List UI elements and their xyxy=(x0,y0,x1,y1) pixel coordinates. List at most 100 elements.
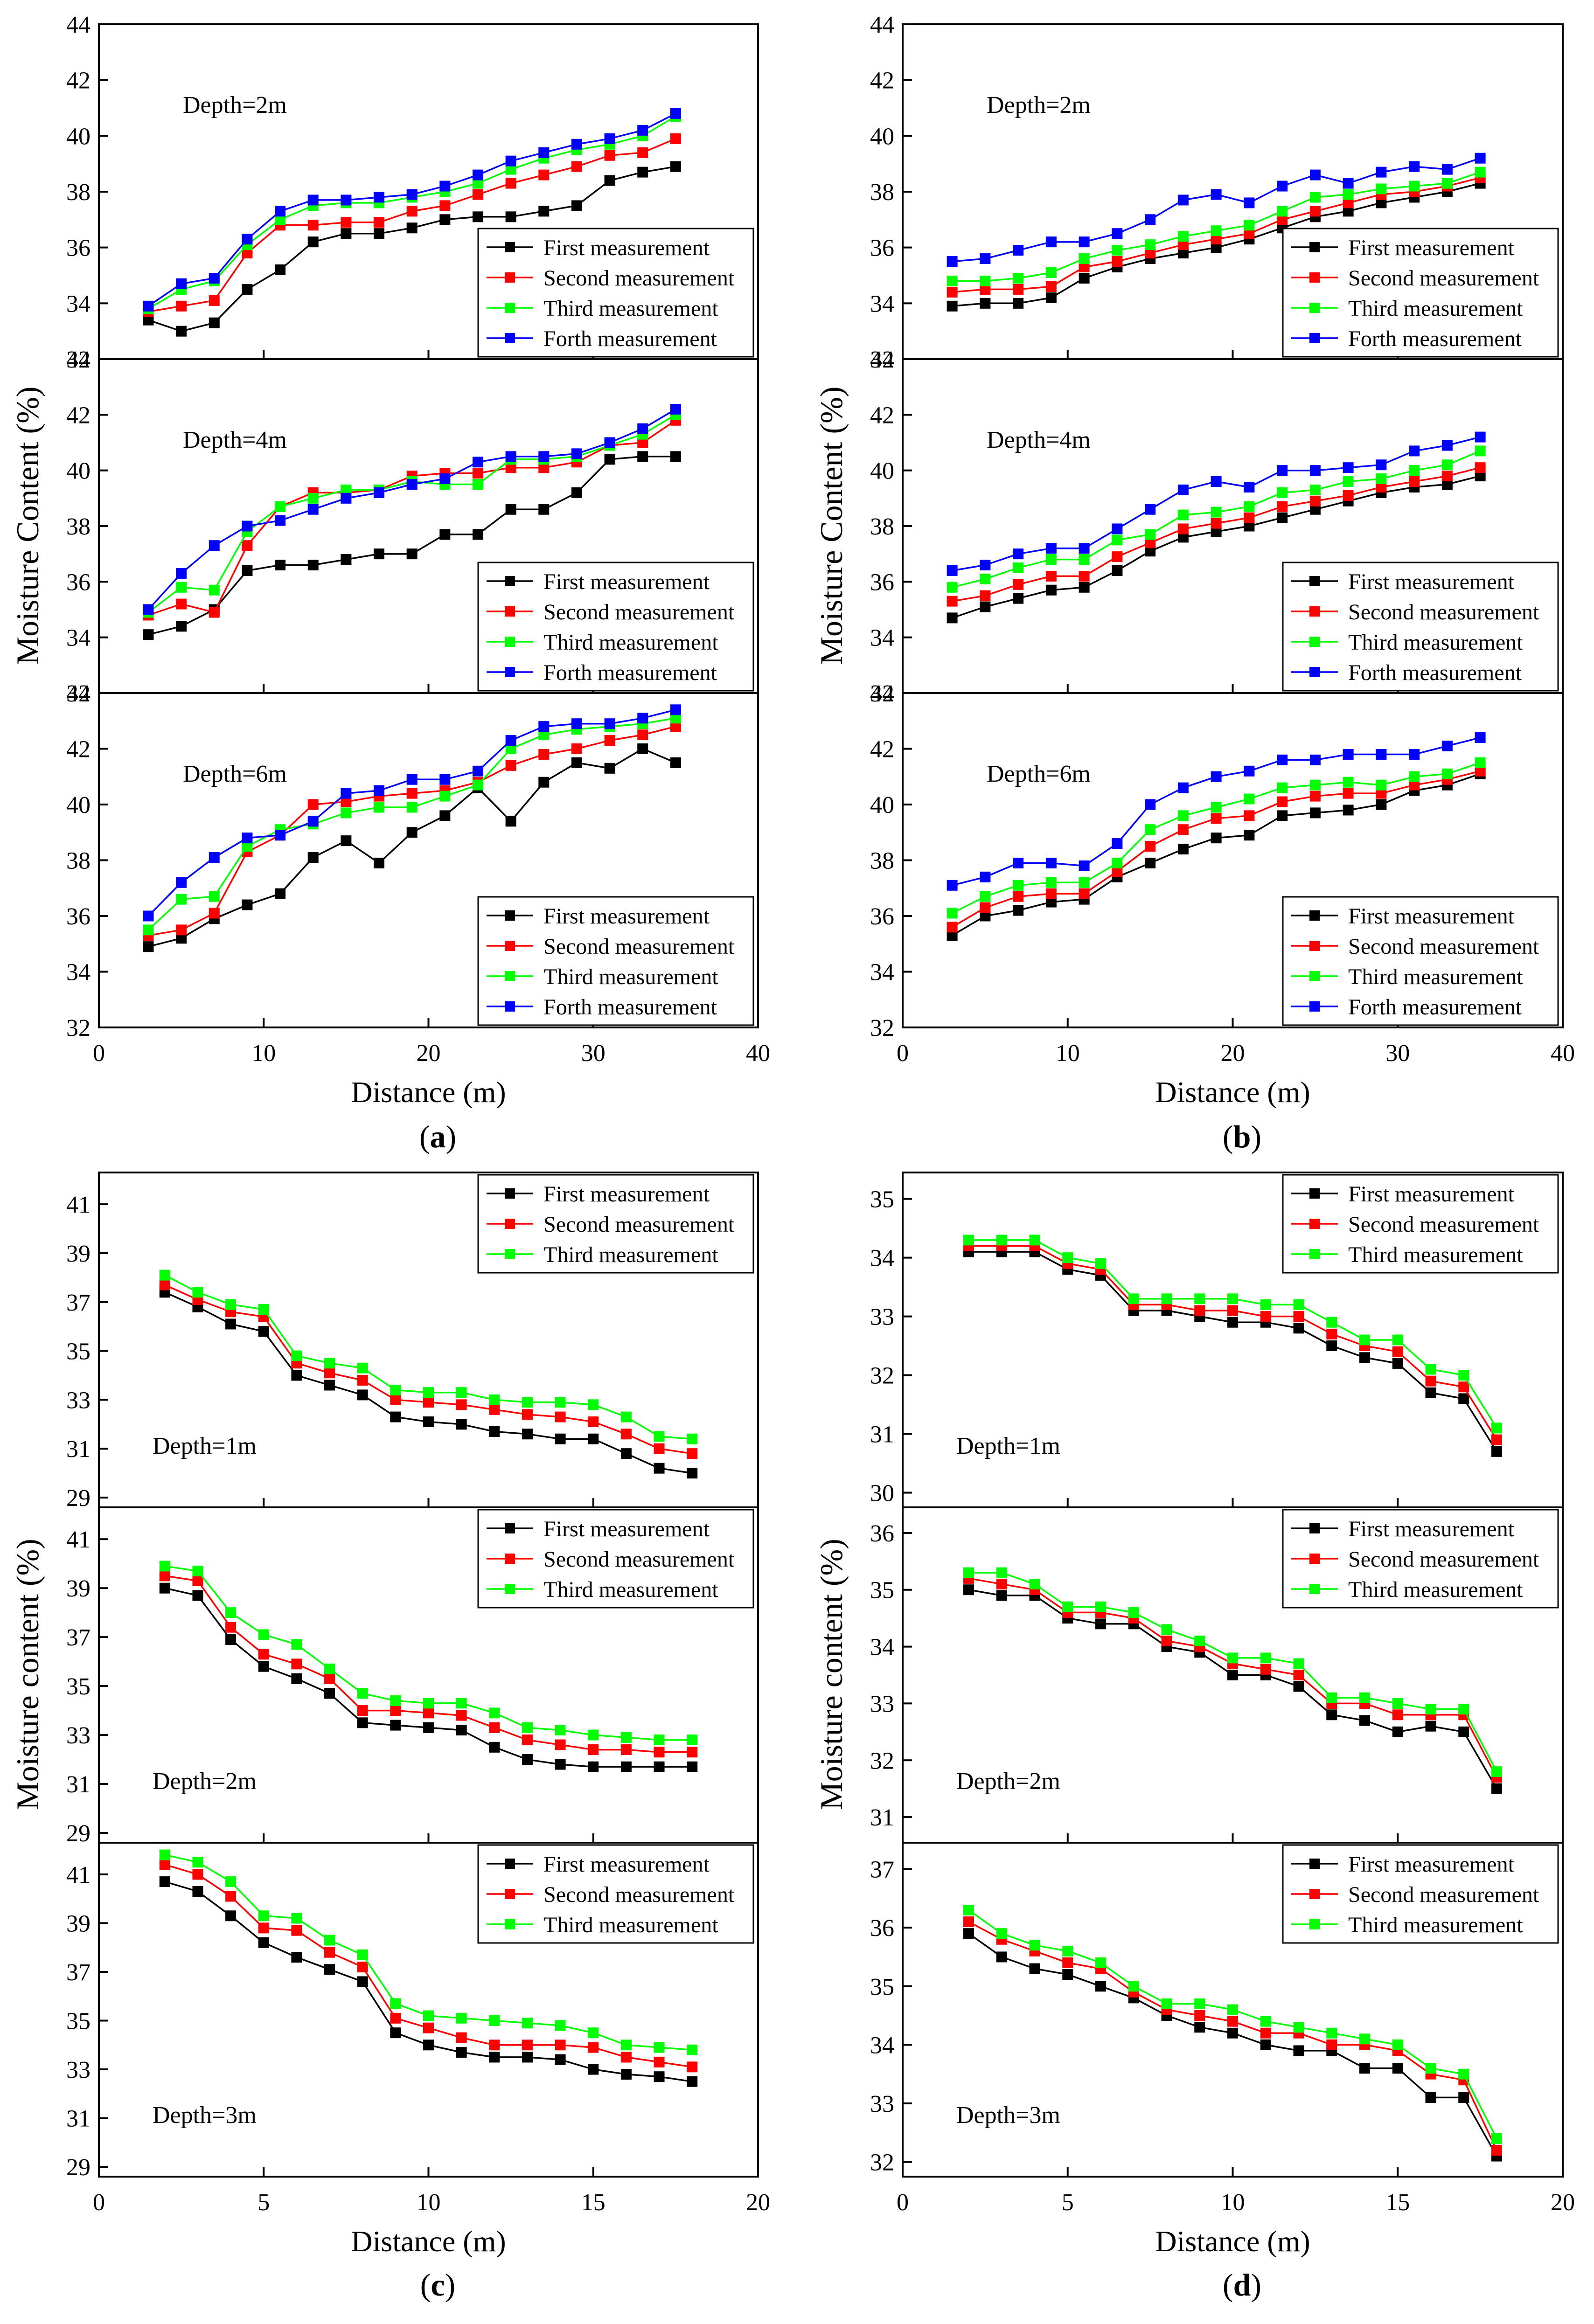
legend-label-forth: Forth measurement xyxy=(543,326,717,351)
data-point-first xyxy=(947,612,958,624)
data-point-first xyxy=(1491,1446,1502,1457)
y-tick-label: 35 xyxy=(66,1673,90,1700)
y-tick-label: 42 xyxy=(66,68,90,94)
data-point-first xyxy=(1491,1783,1502,1794)
legend-label-first: First measurement xyxy=(543,236,710,260)
data-point-third xyxy=(555,2020,566,2031)
data-point-second xyxy=(159,1859,170,1870)
data-point-first xyxy=(390,1411,401,1422)
legend-label-first: First measurement xyxy=(1348,904,1515,929)
data-point-third xyxy=(159,1270,170,1281)
y-tick-label: 44 xyxy=(66,347,90,373)
data-point-forth xyxy=(1112,228,1123,239)
data-point-second xyxy=(406,206,418,217)
data-point-second xyxy=(555,2040,566,2051)
data-point-third xyxy=(456,1698,467,1709)
subplot-c-3: 29 31 33 35 37 39 41 Depth=3m First measurement S… xyxy=(66,1842,759,2181)
series-first xyxy=(159,1876,698,2087)
data-point-third xyxy=(1177,231,1189,242)
data-point-second xyxy=(357,1374,368,1386)
data-point-forth xyxy=(538,721,550,732)
data-point-second xyxy=(1244,810,1255,821)
y-tick-label: 31 xyxy=(66,2106,90,2132)
data-point-second xyxy=(1491,1434,1502,1445)
data-point-forth xyxy=(1177,484,1189,495)
panel-c: 29 31 33 35 37 39 41 Depth=1m First measurement S… xyxy=(10,1172,770,2303)
legend: First measurement Second measurement Third… xyxy=(1282,1844,1559,1944)
y-tick-label: 36 xyxy=(870,569,894,596)
data-point-second xyxy=(571,161,582,172)
data-point-first xyxy=(489,2052,500,2063)
y-tick-label: 41 xyxy=(66,1526,90,1553)
data-point-first xyxy=(1309,807,1321,819)
data-point-second xyxy=(620,1429,632,1440)
legend-label-third: Third measurement xyxy=(1348,1242,1523,1267)
legend: First measurement Second measurement Third… xyxy=(477,228,754,358)
data-point-third xyxy=(1128,1981,1139,1992)
y-tick-label: 32 xyxy=(870,2150,894,2176)
legend-label-third: Third measurement xyxy=(543,1242,718,1267)
data-point-forth xyxy=(1409,445,1420,457)
data-point-third xyxy=(1293,1299,1304,1310)
data-point-third xyxy=(1409,180,1420,192)
series-forth xyxy=(947,153,1486,267)
data-point-first xyxy=(1293,1681,1304,1692)
data-point-second xyxy=(159,1570,170,1582)
data-point-first xyxy=(374,857,385,868)
series-second xyxy=(159,1859,698,2073)
data-point-third xyxy=(1376,779,1387,791)
data-point-first xyxy=(963,1928,974,1939)
data-point-forth xyxy=(1145,214,1156,225)
data-point-second xyxy=(307,220,319,231)
legend-label-third: Third measurement xyxy=(543,964,718,989)
data-point-second xyxy=(242,540,253,551)
y-tick-label: 34 xyxy=(870,625,894,652)
y-tick-label: 44 xyxy=(66,680,90,707)
data-point-third xyxy=(654,1431,665,1442)
data-point-second xyxy=(456,1399,467,1410)
data-point-second xyxy=(1079,888,1090,899)
data-point-forth xyxy=(472,169,483,180)
data-point-second xyxy=(604,150,615,161)
data-point-first xyxy=(423,1722,434,1733)
data-point-third xyxy=(1227,1293,1238,1304)
y-tick-label: 34 xyxy=(66,959,90,986)
data-point-forth xyxy=(1013,857,1024,868)
data-point-second xyxy=(472,189,483,200)
legend-marker-second xyxy=(1309,606,1320,617)
data-point-second xyxy=(258,1649,269,1660)
legend-marker-second xyxy=(1309,941,1320,951)
data-point-third xyxy=(1491,2133,1502,2144)
data-point-first xyxy=(1145,857,1156,868)
y-tick-label: 32 xyxy=(870,680,894,707)
data-point-second xyxy=(291,1925,302,1936)
legend-label-forth: Forth measurement xyxy=(1348,326,1522,351)
data-point-first xyxy=(505,816,516,827)
y-tick-label: 36 xyxy=(870,235,894,262)
legend-label-second: Second measurement xyxy=(543,600,735,624)
y-tick-label: 38 xyxy=(66,848,90,874)
data-point-second xyxy=(390,1394,401,1405)
panel-label: (c) xyxy=(420,2267,456,2303)
data-point-third xyxy=(1260,1652,1271,1664)
data-point-first xyxy=(307,560,319,571)
data-point-third xyxy=(1359,2033,1370,2045)
data-point-first xyxy=(1392,2063,1403,2074)
y-tick-label: 40 xyxy=(66,123,90,150)
data-point-second xyxy=(225,1891,237,1902)
data-point-first xyxy=(291,1673,302,1684)
data-point-first xyxy=(1293,1323,1304,1334)
depth-label: Depth=2m xyxy=(987,92,1091,118)
data-point-third xyxy=(1425,1704,1436,1715)
data-point-first xyxy=(1194,2022,1205,2033)
data-point-second xyxy=(423,2022,434,2033)
data-point-third xyxy=(1145,824,1156,835)
x-tick-label: 10 xyxy=(251,1040,276,1067)
data-point-first xyxy=(439,529,451,540)
data-point-forth xyxy=(1145,799,1156,810)
x-tick-label: 10 xyxy=(417,2189,441,2216)
x-tick-label: 10 xyxy=(1221,2189,1245,2216)
subplot-d-2: 31 32 33 34 35 36 Depth=2m First measurement Sec… xyxy=(870,1506,1564,1844)
data-point-forth xyxy=(637,125,648,136)
data-point-second xyxy=(406,788,418,799)
